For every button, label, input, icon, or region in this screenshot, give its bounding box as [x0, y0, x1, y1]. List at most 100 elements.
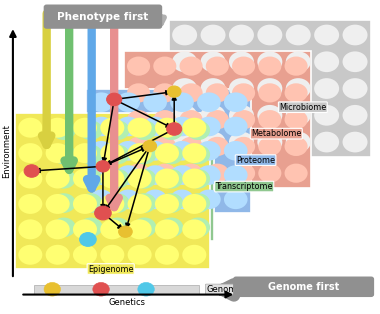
Circle shape — [127, 164, 150, 183]
Circle shape — [127, 83, 150, 102]
Circle shape — [155, 118, 179, 138]
Circle shape — [285, 57, 308, 76]
Circle shape — [232, 164, 255, 183]
Circle shape — [160, 169, 183, 189]
Circle shape — [201, 51, 226, 72]
Circle shape — [224, 141, 248, 160]
Circle shape — [44, 282, 60, 296]
Circle shape — [100, 194, 124, 214]
Circle shape — [128, 169, 152, 188]
Circle shape — [170, 117, 194, 136]
Text: Microbiome: Microbiome — [279, 103, 326, 112]
Circle shape — [90, 190, 113, 209]
FancyBboxPatch shape — [169, 20, 371, 157]
Circle shape — [229, 51, 254, 72]
Circle shape — [46, 219, 70, 239]
Circle shape — [258, 83, 282, 102]
Bar — [33, 285, 199, 294]
Circle shape — [155, 219, 179, 239]
FancyBboxPatch shape — [15, 113, 210, 269]
Circle shape — [224, 190, 248, 209]
Circle shape — [206, 57, 229, 76]
FancyBboxPatch shape — [49, 116, 214, 241]
Circle shape — [197, 92, 221, 112]
Circle shape — [153, 164, 176, 183]
Circle shape — [179, 110, 203, 129]
Circle shape — [138, 282, 154, 296]
Circle shape — [127, 57, 150, 76]
Circle shape — [153, 137, 176, 156]
Circle shape — [93, 282, 109, 296]
Circle shape — [133, 218, 156, 237]
Circle shape — [160, 145, 183, 164]
Circle shape — [52, 145, 76, 164]
Circle shape — [258, 164, 282, 183]
Circle shape — [314, 105, 339, 126]
Circle shape — [155, 143, 179, 163]
Circle shape — [342, 24, 367, 45]
Circle shape — [229, 132, 254, 152]
Text: Transcriptome: Transcriptome — [215, 182, 273, 191]
Circle shape — [197, 117, 221, 136]
Circle shape — [172, 132, 197, 152]
Circle shape — [285, 137, 308, 156]
Circle shape — [257, 51, 282, 72]
Circle shape — [73, 219, 97, 239]
Text: Metabolome: Metabolome — [251, 129, 301, 138]
Circle shape — [116, 165, 140, 185]
Circle shape — [201, 78, 226, 99]
Circle shape — [133, 169, 156, 189]
Circle shape — [128, 219, 152, 239]
Text: Phenotype first: Phenotype first — [57, 12, 149, 22]
Circle shape — [187, 121, 210, 140]
Circle shape — [206, 137, 229, 156]
Circle shape — [128, 194, 152, 214]
Circle shape — [143, 165, 167, 185]
Circle shape — [96, 161, 110, 172]
Circle shape — [182, 118, 206, 138]
Circle shape — [172, 51, 197, 72]
Circle shape — [18, 245, 42, 265]
Circle shape — [18, 118, 42, 138]
Circle shape — [314, 51, 339, 72]
Circle shape — [24, 165, 39, 177]
Circle shape — [170, 92, 194, 112]
Circle shape — [167, 123, 182, 135]
Circle shape — [172, 105, 197, 126]
Circle shape — [232, 83, 255, 102]
Circle shape — [170, 190, 194, 209]
Circle shape — [224, 165, 248, 185]
Circle shape — [182, 194, 206, 214]
Circle shape — [79, 145, 103, 164]
Circle shape — [285, 110, 308, 129]
Circle shape — [170, 141, 194, 160]
Circle shape — [73, 143, 97, 163]
Circle shape — [229, 78, 254, 99]
Circle shape — [79, 169, 103, 189]
Circle shape — [160, 121, 183, 140]
Circle shape — [46, 143, 70, 163]
Circle shape — [18, 169, 42, 188]
Circle shape — [90, 92, 113, 112]
Circle shape — [170, 165, 194, 185]
Circle shape — [342, 51, 367, 72]
Circle shape — [127, 110, 150, 129]
Circle shape — [168, 86, 181, 97]
Circle shape — [73, 169, 97, 188]
Circle shape — [73, 118, 97, 138]
Text: Genome: Genome — [206, 285, 242, 294]
Circle shape — [18, 194, 42, 214]
Circle shape — [106, 218, 130, 237]
Circle shape — [143, 190, 167, 209]
Circle shape — [100, 169, 124, 188]
Circle shape — [201, 105, 226, 126]
Circle shape — [155, 169, 179, 188]
Circle shape — [160, 193, 183, 213]
Circle shape — [116, 190, 140, 209]
Circle shape — [182, 245, 206, 265]
Circle shape — [257, 132, 282, 152]
Circle shape — [182, 169, 206, 188]
Circle shape — [95, 206, 111, 220]
Circle shape — [100, 143, 124, 163]
Circle shape — [143, 92, 167, 112]
